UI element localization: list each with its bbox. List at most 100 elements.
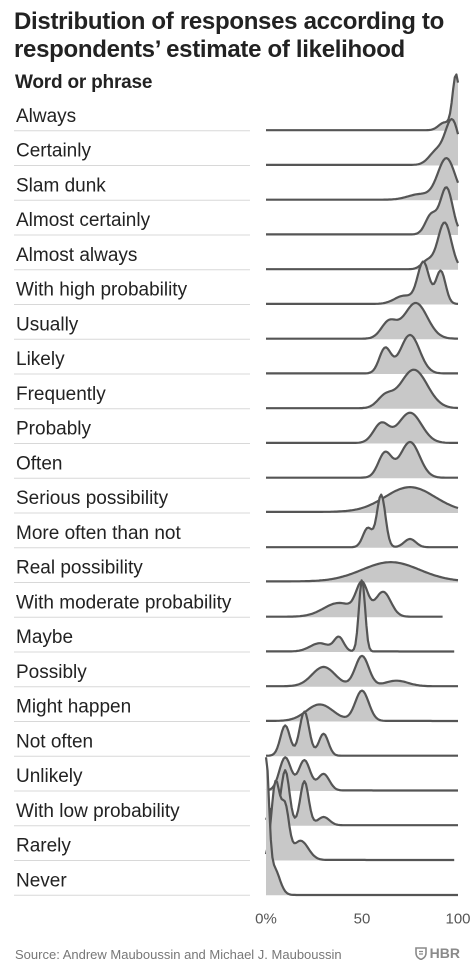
ridge-row-likely: Likely [14, 333, 458, 375]
ridge-row-possibly: Possibly [14, 654, 458, 688]
density-line [266, 333, 458, 375]
density-line [266, 411, 458, 444]
ridge-row-maybe: Maybe [14, 579, 455, 653]
density-area [266, 757, 458, 791]
ridge-row-almost-certainly: Almost certainly [14, 186, 460, 236]
row-label: With high probability [16, 280, 188, 301]
density-area [266, 562, 458, 583]
density-area [266, 781, 455, 861]
density-line [264, 769, 458, 827]
x-tick-label: 0% [255, 910, 277, 927]
density-area [266, 303, 458, 340]
density-line [265, 756, 458, 792]
density-line [266, 440, 458, 479]
density-line [266, 73, 460, 132]
ridge-row-with-high-probability: With high probability [14, 260, 459, 305]
density-area [266, 369, 458, 409]
ridge-row-usually: Usually [14, 301, 459, 340]
ridge-row-more-often-than-not: More often than not [14, 493, 458, 549]
ridge-row-almost-always: Almost always [14, 221, 460, 271]
density-area [266, 580, 455, 652]
row-label: Serious possibility [16, 488, 169, 509]
ridge-row-frequently: Frequently [14, 368, 459, 410]
x-tick-label: 50 [354, 910, 371, 927]
row-label: With moderate probability [16, 592, 232, 613]
x-axis-ticks: 0% 50 100 [255, 910, 470, 927]
source-note: Source: Andrew Mauboussin and Michael J.… [15, 947, 342, 962]
row-label: Probably [16, 419, 91, 440]
row-label: Almost certainly [16, 210, 151, 231]
density-line [266, 579, 455, 653]
brand-name: HBR [429, 945, 460, 961]
ridge-row-rarely: Rarely [14, 779, 455, 862]
row-label: Almost always [16, 245, 137, 266]
density-line [266, 157, 460, 201]
row-label: Certainly [16, 141, 91, 162]
ridge-row-not-often: Not often [14, 710, 458, 757]
row-label: Not often [16, 731, 93, 752]
density-line [266, 654, 458, 688]
density-line [266, 260, 459, 305]
density-line [266, 117, 460, 166]
row-label: Often [16, 453, 62, 474]
row-label: Frequently [16, 384, 106, 405]
density-line [264, 757, 458, 897]
density-line [266, 186, 460, 236]
density-area [266, 158, 458, 201]
density-line [266, 221, 460, 271]
row-label: Unlikely [16, 766, 83, 787]
density-area [266, 711, 458, 757]
density-area [266, 690, 458, 722]
density-area [266, 487, 458, 513]
shield-icon [414, 946, 427, 960]
density-area [266, 187, 458, 235]
ridge-row-never: Never [14, 757, 458, 897]
density-area [266, 222, 458, 270]
density-line [266, 301, 459, 340]
ridgeline-rows: Always Certainly Slam dunk Almost certainly… [14, 73, 460, 897]
row-label: Real possibility [16, 558, 143, 579]
ridge-row-real-possibility: Real possibility [14, 558, 459, 583]
brand-mark: HBR [414, 945, 460, 961]
row-label: Never [16, 870, 67, 891]
ridge-row-unlikely: Unlikely [14, 756, 458, 792]
ridge-row-often: Often [14, 440, 458, 479]
column-label: Word or phrase [15, 72, 153, 93]
row-label: Usually [16, 314, 79, 335]
row-label: Possibly [16, 662, 87, 683]
density-line [266, 710, 458, 757]
row-label: With low probability [16, 801, 180, 822]
density-area [266, 655, 458, 687]
row-label: Maybe [16, 627, 73, 648]
ridge-row-slam-dunk: Slam dunk [14, 157, 460, 201]
density-line [266, 486, 459, 513]
row-label: Likely [16, 349, 65, 370]
row-label: Slam dunk [16, 175, 106, 196]
row-label: Might happen [16, 697, 131, 718]
density-area [266, 581, 443, 618]
density-line [266, 368, 459, 410]
ridge-row-always: Always [14, 73, 460, 132]
density-line [266, 689, 458, 723]
density-area [266, 74, 458, 131]
density-line [266, 561, 459, 583]
ridge-row-probably: Probably [14, 411, 458, 444]
density-line [266, 580, 443, 618]
density-area [266, 119, 458, 166]
ridge-row-might-happen: Might happen [14, 689, 458, 723]
density-area [266, 441, 458, 479]
density-area [266, 334, 458, 374]
ridge-row-serious-possibility: Serious possibility [14, 486, 459, 514]
row-label: Always [16, 106, 76, 127]
row-label: More often than not [16, 523, 181, 544]
density-line [264, 779, 455, 862]
density-area [266, 412, 458, 444]
chart-title: Distribution of responses according to r… [14, 8, 444, 63]
ridge-row-certainly: Certainly [14, 117, 460, 166]
density-area [266, 261, 458, 305]
ridge-row-with-moderate-probability: With moderate probability [14, 580, 443, 618]
x-tick-label: 100 [445, 910, 470, 927]
density-line [266, 493, 458, 549]
row-label: Rarely [16, 836, 71, 857]
ridgeline-chart: Always Certainly Slam dunk Almost certainly… [14, 73, 471, 927]
